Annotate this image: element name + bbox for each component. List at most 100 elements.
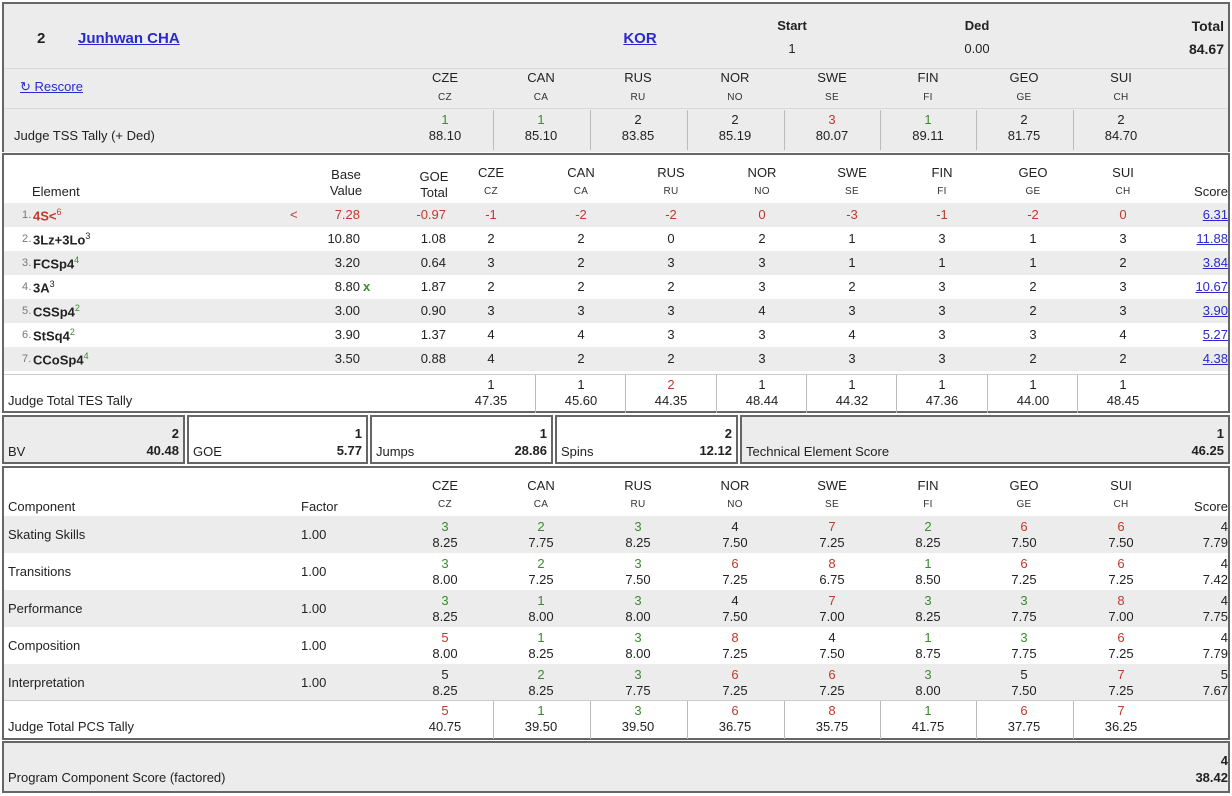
- summary-label: Spins: [561, 444, 594, 459]
- tes-value: 48.44: [745, 393, 779, 408]
- summary-box: BV 2 40.48: [2, 415, 185, 464]
- column-divider: [493, 701, 494, 739]
- judge-goe-mark: 1: [938, 255, 946, 270]
- tss-rank: 3: [828, 112, 836, 127]
- judge-goe-mark: -1: [936, 207, 948, 222]
- judge-pcs-mark: 7.75: [625, 683, 651, 698]
- judge-goe-mark: 3: [848, 351, 856, 366]
- element-score-link[interactable]: 10.67: [1195, 279, 1228, 294]
- element-name: StSq42: [33, 327, 75, 343]
- judge-code: CA: [533, 92, 549, 103]
- tes-rank: 1: [758, 377, 766, 392]
- base-value: 3.00: [334, 303, 360, 318]
- base-value: 3.90: [334, 327, 360, 342]
- tss-rank: 2: [731, 112, 739, 127]
- element-score-link[interactable]: 3.90: [1202, 303, 1228, 318]
- judge-code: NO: [727, 499, 743, 510]
- col-pc-score-header: Score: [1194, 499, 1228, 514]
- element-level: 4: [83, 351, 89, 361]
- tss-value: 88.10: [428, 128, 462, 143]
- tss-value: 83.85: [621, 128, 655, 143]
- summary-label: BV: [8, 444, 26, 459]
- judge-pcs-mark: 7.25: [1108, 572, 1134, 587]
- row-stripe: [4, 347, 1228, 371]
- tes-rank: 1: [487, 377, 495, 392]
- row-stripe: [4, 664, 1228, 701]
- judge-pcs-rank: 3: [1020, 630, 1028, 645]
- element-number: 2.: [22, 233, 32, 245]
- tes-rank: 2: [667, 377, 675, 392]
- judge-goe-mark: 3: [667, 327, 675, 342]
- judge-pcs-mark: 7.50: [722, 535, 748, 550]
- nation-link[interactable]: KOR: [623, 30, 657, 47]
- col-score-header: Score: [1194, 184, 1228, 199]
- tes-value: 45.60: [564, 393, 598, 408]
- element-score-link[interactable]: 4.38: [1202, 351, 1228, 366]
- element-score-link[interactable]: 3.84: [1202, 255, 1228, 270]
- judge-goe-mark: 3: [667, 303, 675, 318]
- judge-goe-mark: 3: [1119, 303, 1127, 318]
- goe-total: -0.97: [416, 207, 446, 222]
- judge-name: GEO: [1018, 165, 1048, 180]
- tss-rank: 1: [441, 112, 449, 127]
- summary-rank: 2: [171, 426, 179, 441]
- judge-pcs-rank: 6: [828, 667, 836, 682]
- judge-code: CH: [1113, 499, 1129, 510]
- judge-goe-mark: 2: [667, 351, 675, 366]
- element-number: 7.: [22, 353, 32, 365]
- judge-code: CH: [1115, 186, 1131, 197]
- rescore-label: Rescore: [34, 79, 83, 94]
- element-number: 1.: [22, 209, 32, 221]
- judge-code: GE: [1025, 186, 1041, 197]
- element-score-link[interactable]: 11.88: [1196, 231, 1228, 246]
- summary-label: Jumps: [376, 444, 415, 459]
- judge-pcs-mark: 7.75: [528, 535, 554, 550]
- judge-name: SUI: [1110, 478, 1132, 493]
- pcs-total-label: Program Component Score (factored): [8, 770, 226, 785]
- judge-goe-mark: 2: [577, 279, 585, 294]
- judge-goe-mark: 3: [1119, 279, 1127, 294]
- judge-pcs-mark: 8.00: [432, 572, 458, 587]
- component-score: 7.67: [1202, 683, 1228, 698]
- judge-pcs-rank: 6: [1020, 556, 1028, 571]
- element-score-link[interactable]: 5.27: [1202, 327, 1228, 342]
- judge-pcs-rank: 6: [1020, 519, 1028, 534]
- ded-value: 0.00: [964, 41, 990, 56]
- judge-goe-mark: 2: [758, 231, 766, 246]
- tss-value: 85.10: [524, 128, 558, 143]
- judge-pcs-mark: 6.75: [819, 572, 845, 587]
- skater-name-link[interactable]: Junhwan CHA: [78, 30, 180, 47]
- goe-total: 0.90: [420, 303, 446, 318]
- column-divider: [784, 110, 785, 150]
- judge-goe-mark: 3: [848, 303, 856, 318]
- ded-label: Ded: [964, 18, 990, 33]
- judge-goe-mark: 2: [667, 279, 675, 294]
- element-number: 6.: [22, 329, 32, 341]
- judge-pcs-mark: 8.00: [625, 609, 651, 624]
- judge-pcs-mark: 8.25: [432, 683, 458, 698]
- component-factor: 1.00: [301, 527, 327, 542]
- pcs-value: 35.75: [815, 719, 849, 734]
- component-name: Interpretation: [8, 675, 85, 690]
- judge-pcs-rank: 3: [634, 556, 642, 571]
- goe-total: 0.88: [420, 351, 446, 366]
- judge-name: FIN: [917, 70, 939, 85]
- summary-box: GOE 1 5.77: [187, 415, 368, 464]
- component-rank: 4: [1220, 630, 1228, 645]
- element-score-link[interactable]: 6.31: [1202, 207, 1228, 222]
- judge-pcs-rank: 3: [924, 593, 932, 608]
- judge-code: NO: [727, 92, 743, 103]
- judge-pcs-rank: 8: [731, 630, 739, 645]
- judge-name: RUS: [657, 165, 685, 180]
- rescore-link[interactable]: ↻ Rescore: [20, 79, 83, 95]
- col-factor-header: Factor: [301, 499, 338, 514]
- judge-pcs-rank: 2: [537, 667, 545, 682]
- judge-goe-mark: 2: [577, 351, 585, 366]
- judge-goe-mark: 4: [577, 327, 585, 342]
- judge-pcs-rank: 6: [1117, 556, 1125, 571]
- pcs-value: 41.75: [911, 719, 945, 734]
- judge-goe-mark: 3: [758, 351, 766, 366]
- judge-pcs-mark: 7.50: [819, 646, 845, 661]
- pcs-rank: 6: [731, 703, 739, 718]
- judge-goe-mark: 0: [667, 231, 675, 246]
